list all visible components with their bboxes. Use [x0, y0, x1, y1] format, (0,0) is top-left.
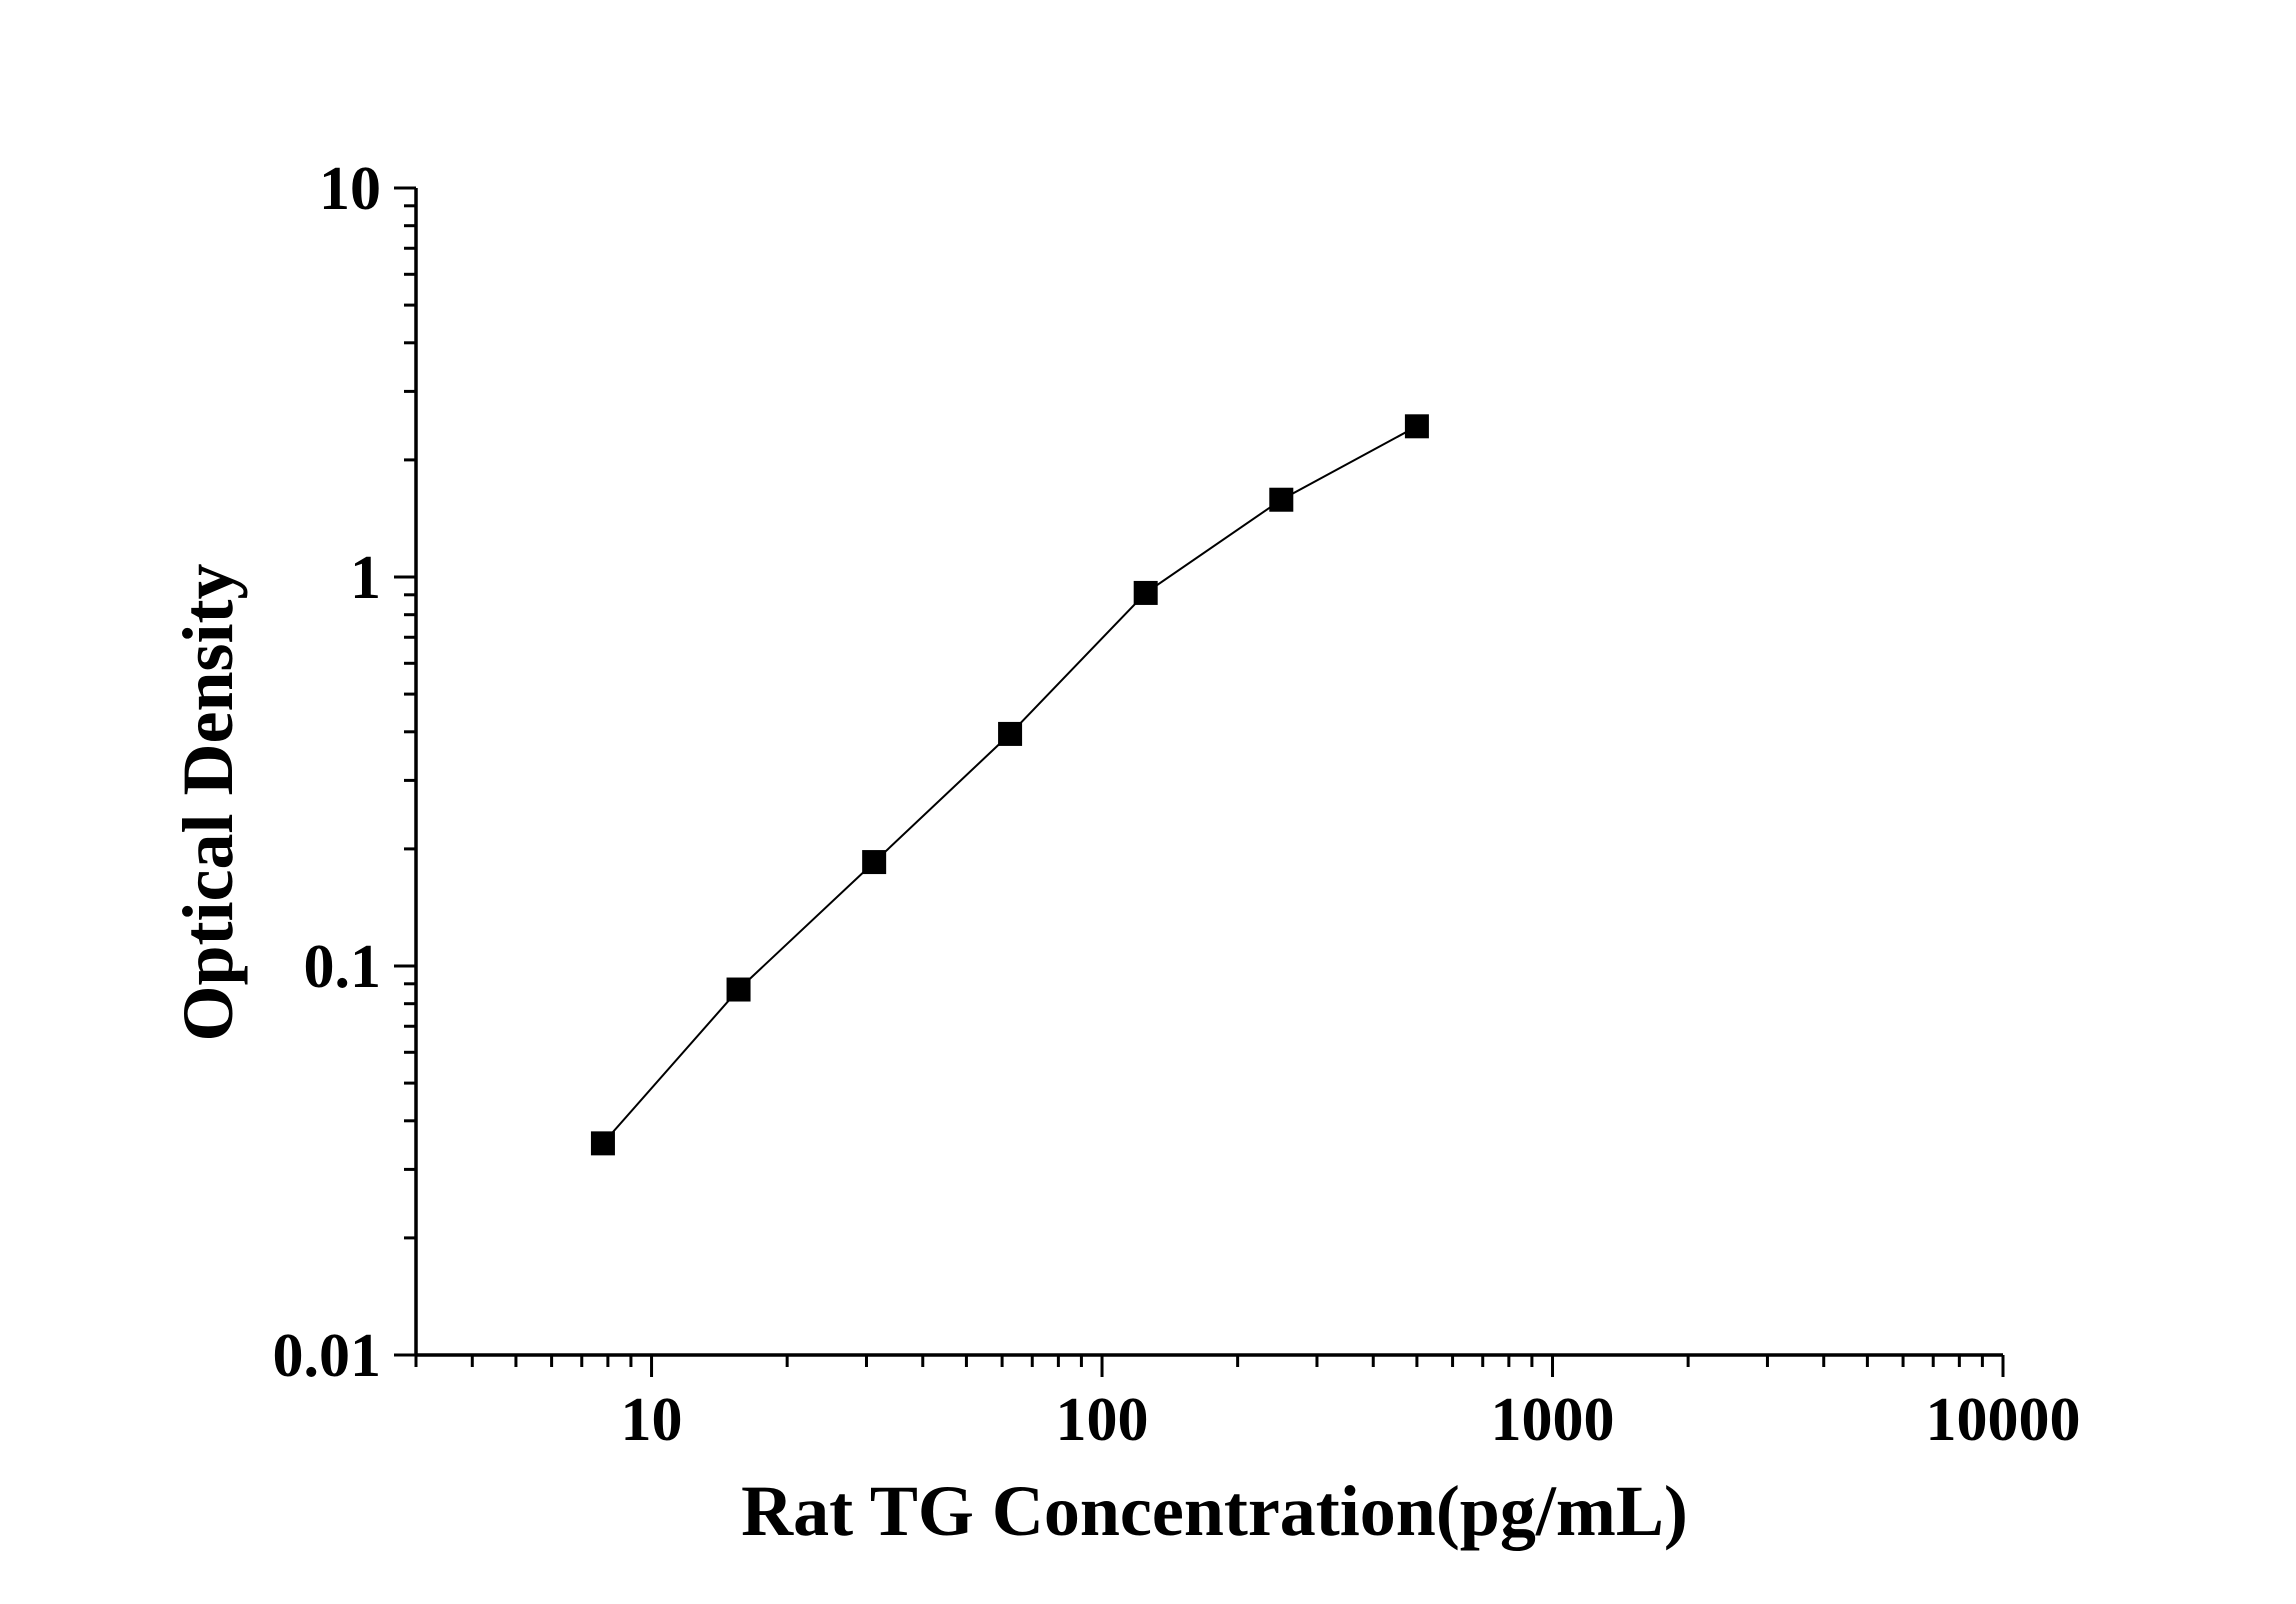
data-point: [862, 850, 887, 875]
series: [590, 414, 1429, 1156]
x-axis-title: Rat TG Concentration(pg/mL): [741, 1471, 1688, 1551]
y-tick-label: 0.1: [304, 933, 382, 1001]
y-axis-title: Optical Density: [168, 564, 248, 1042]
x-tick-label: 1000: [1491, 1386, 1615, 1454]
x-ticks: [414, 1355, 2005, 1377]
y-tick-label: 1: [350, 544, 381, 612]
data-point: [726, 977, 751, 1002]
data-point: [1404, 414, 1429, 439]
x-tick-label: 10: [621, 1386, 683, 1454]
data-point: [590, 1131, 615, 1156]
x-tick-label: 10000: [1926, 1386, 2081, 1454]
data-point: [1133, 580, 1158, 605]
data-point: [998, 721, 1023, 746]
axes: [414, 188, 2003, 1357]
x-tick-label: 100: [1056, 1386, 1149, 1454]
y-ticks: [394, 186, 416, 1357]
y-tick-label: 10: [319, 155, 381, 223]
y-tick-labels: 0.01 0.1 1 10: [273, 155, 382, 1390]
data-point: [1269, 487, 1294, 512]
x-tick-labels: 10 100 1000 10000: [621, 1386, 2081, 1454]
series-line: [602, 425, 1418, 1145]
y-tick-label: 0.01: [273, 1322, 382, 1390]
